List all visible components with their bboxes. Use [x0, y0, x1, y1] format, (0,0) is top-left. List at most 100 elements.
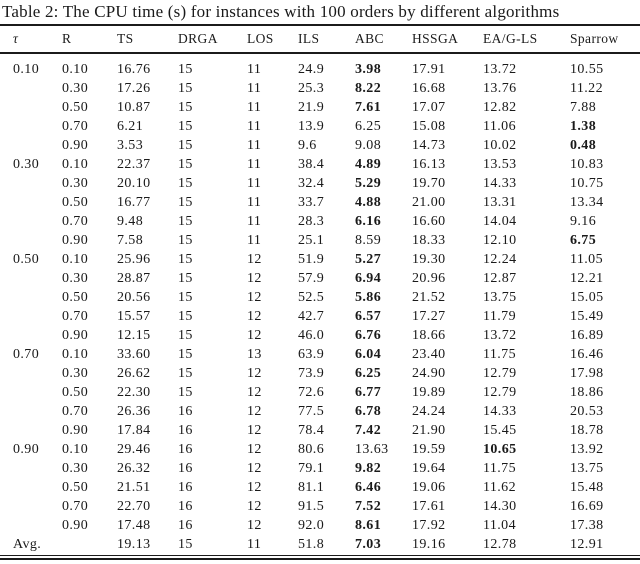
cell: 12: [247, 366, 262, 381]
cell: 0.50: [13, 252, 40, 267]
table-row: 0.30 20.10 15 11 32.4 5.29 19.70 14.33 10.75: [0, 174, 640, 193]
cell: 17.91: [412, 62, 446, 77]
cell: 14.73: [412, 138, 446, 153]
cell: 52.5: [298, 290, 325, 305]
cell: 11.06: [483, 119, 516, 134]
cell: 18.86: [570, 385, 604, 400]
cell: 10.87: [117, 100, 151, 115]
cell: 15: [178, 157, 193, 172]
cell: 15: [178, 385, 193, 400]
cell: 0.70: [13, 347, 40, 362]
cell: 26.36: [117, 404, 151, 419]
cell: 80.6: [298, 442, 325, 457]
cell: 12: [247, 423, 262, 438]
cell: 16: [178, 404, 193, 419]
cell: [13, 98, 62, 117]
cell: 16: [178, 499, 193, 514]
cell: 0.30: [62, 366, 89, 381]
cell: 0.30: [62, 461, 89, 476]
cell: 12: [247, 480, 262, 495]
cell: 11: [247, 62, 262, 77]
cell: 11: [247, 119, 262, 134]
cell: 15: [178, 366, 193, 381]
cell: [13, 231, 62, 250]
cell: [13, 174, 62, 193]
cell: 0.70: [62, 214, 89, 229]
cell: 15: [178, 233, 193, 248]
cell: 15: [178, 537, 193, 552]
cell: 6.94: [355, 271, 382, 286]
cell: [13, 136, 62, 155]
cell: 0.50: [62, 290, 89, 305]
cell: 8.22: [355, 81, 382, 96]
column-header-r: R: [62, 31, 72, 46]
cell: 92.0: [298, 518, 325, 533]
cell: 17.26: [117, 81, 151, 96]
cell: 79.1: [298, 461, 325, 476]
cell: 3.53: [117, 138, 144, 153]
cell: [13, 478, 62, 497]
cell: 14.33: [483, 404, 517, 419]
cell: [13, 516, 62, 535]
cell: 57.9: [298, 271, 325, 286]
cell: 0.90: [62, 138, 89, 153]
cell: 11: [247, 176, 262, 191]
table-row: 0.90 3.53 15 11 9.6 9.08 14.73 10.02 0.48: [0, 136, 640, 155]
cell: 12.21: [570, 271, 604, 286]
cell: 28.3: [298, 214, 325, 229]
cell: 0.90: [13, 442, 40, 457]
column-header-sparrow: Sparrow: [570, 31, 619, 46]
table-row: 0.90 7.58 15 11 25.1 8.59 18.33 12.10 6.75: [0, 231, 640, 250]
cell: 25.3: [298, 81, 325, 96]
cell: 0.90: [62, 328, 89, 343]
cell: 12.24: [483, 252, 517, 267]
cell: 11.79: [483, 309, 516, 324]
cell: 20.10: [117, 176, 151, 191]
cell: 12: [247, 328, 262, 343]
cell: 16: [178, 442, 193, 457]
cell: 0.30: [62, 176, 89, 191]
cell: 16: [178, 518, 193, 533]
cell: 15.08: [412, 119, 446, 134]
cell: 17.61: [412, 499, 446, 514]
cell: 16.77: [117, 195, 151, 210]
cell: 6.57: [355, 309, 382, 324]
cell: 10.02: [483, 138, 517, 153]
cell: 14.33: [483, 176, 517, 191]
table-row: 0.70 9.48 15 11 28.3 6.16 16.60 14.04 9.16: [0, 212, 640, 231]
cell: 0.70: [62, 119, 89, 134]
cell: 12.79: [483, 385, 517, 400]
cell: [13, 459, 62, 478]
cell: 22.30: [117, 385, 151, 400]
cell: 15: [178, 347, 193, 362]
cell: 38.4: [298, 157, 325, 172]
cell: 12: [247, 499, 262, 514]
cell: 12.91: [570, 537, 604, 552]
cell: 0.50: [62, 480, 89, 495]
cell: 12.10: [483, 233, 517, 248]
cell: 0.10: [13, 62, 40, 77]
cell: 5.27: [355, 252, 382, 267]
cell: 78.4: [298, 423, 325, 438]
cell: 8.61: [355, 518, 382, 533]
cell: [13, 326, 62, 345]
cell: 16.13: [412, 157, 446, 172]
cell: 11.05: [570, 252, 603, 267]
table-row: 0.90 0.10 29.46 16 12 80.6 13.63 19.59 10.65 13.9…: [0, 440, 640, 459]
cell: 19.16: [412, 537, 446, 552]
cell: 11.75: [483, 461, 516, 476]
cell: 15: [178, 309, 193, 324]
cell: 11: [247, 100, 262, 115]
cell: [13, 383, 62, 402]
cell: 77.5: [298, 404, 325, 419]
cell: 25.1: [298, 233, 325, 248]
column-header-los: LOS: [247, 31, 274, 46]
cell: 16: [178, 423, 193, 438]
cell: 19.89: [412, 385, 446, 400]
cell: 16.46: [570, 347, 604, 362]
cell: 11.22: [570, 81, 603, 96]
cell: 0.48: [570, 138, 597, 153]
cell: 12.15: [117, 328, 151, 343]
cell: 15: [178, 328, 193, 343]
